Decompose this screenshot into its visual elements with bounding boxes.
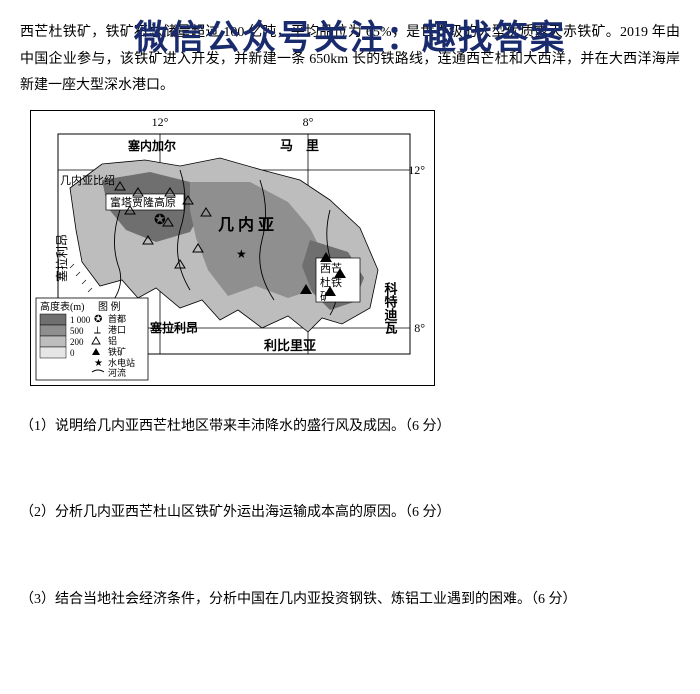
legend-sym-1: 港口 [108, 324, 126, 335]
svg-text:⟂: ⟂ [94, 325, 101, 336]
nbr-west-top: 几内亚比绍 [60, 173, 115, 187]
nbr-west-bot: 塞拉利昂 [54, 234, 69, 282]
lon-right-label: 8° [303, 115, 314, 129]
legend-elev-3: 0 [70, 348, 75, 358]
legend-sym-3: 铁矿 [108, 346, 126, 357]
highland-label: 富塔贾隆高原 [110, 195, 176, 209]
svg-text:★: ★ [94, 358, 103, 369]
lon-left-label: 12° [152, 115, 169, 129]
legend-sym-2: 铝 [108, 335, 117, 346]
question-3: （3）结合当地社会经济条件，分析中国在几内亚投资钢铁、炼铝工业遇到的困难。（6 … [20, 587, 680, 614]
legend-sym-5: 河流 [108, 367, 126, 378]
guinea-map: 12° 8° 12° 8° 塞内加尔 马 里 几内亚比绍 塞拉利昂 科特迪瓦 利… [30, 110, 435, 386]
question-2: （2）分析几内亚西芒杜山区铁矿外运出海运输成本高的原因。（6 分） [20, 500, 680, 527]
question-1: （1）说明给几内亚西芒杜地区带来丰沛降水的盛行风及成因。（6 分） [20, 414, 680, 441]
legend-elev-title: 高度表(m) [40, 300, 84, 313]
legend-sym-title: 图 例 [98, 300, 121, 313]
legend-elev-1: 500 [70, 326, 84, 336]
svg-text:✪: ✪ [94, 314, 102, 325]
hydro-icon: ★ [236, 247, 247, 261]
nbr-south: 利比里亚 [264, 338, 316, 353]
nbr-sw: 塞拉利昂 [150, 320, 198, 335]
legend-sym-0: 首都 [108, 313, 126, 324]
legend-sym-4: 水电站 [108, 357, 135, 368]
map-figure: 12° 8° 12° 8° 塞内加尔 马 里 几内亚比绍 塞拉利昂 科特迪瓦 利… [30, 110, 680, 386]
legend-elev-2: 200 [70, 337, 84, 347]
lat-top-label: 12° [408, 163, 425, 177]
nbr-north-left: 塞内加尔 [128, 138, 176, 153]
nbr-east: 科特迪瓦 [383, 281, 398, 335]
country-label: 几 内 亚 [218, 215, 274, 234]
nbr-north-right: 马 里 [280, 138, 319, 153]
lat-bottom-label: 8° [414, 321, 425, 335]
intro-paragraph: 西芒杜铁矿，铁矿石总储量超过 100 亿吨，平均品位为 65%，是世界级的大型优… [20, 20, 680, 100]
legend-elev-0: 1 000 [70, 315, 91, 325]
